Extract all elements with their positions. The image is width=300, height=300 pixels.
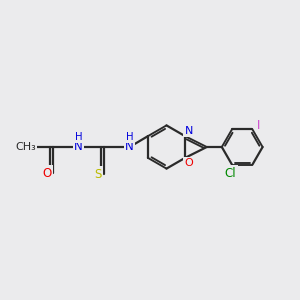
- Text: O: O: [184, 158, 193, 168]
- Text: S: S: [94, 167, 102, 181]
- Text: N: N: [125, 140, 134, 154]
- Text: O: O: [43, 167, 52, 180]
- Text: H: H: [126, 131, 134, 142]
- Text: N: N: [184, 126, 193, 136]
- Text: I: I: [257, 119, 261, 132]
- Text: N: N: [74, 140, 83, 154]
- Text: CH₃: CH₃: [15, 142, 36, 152]
- Text: Cl: Cl: [225, 167, 236, 180]
- Text: H: H: [75, 131, 82, 142]
